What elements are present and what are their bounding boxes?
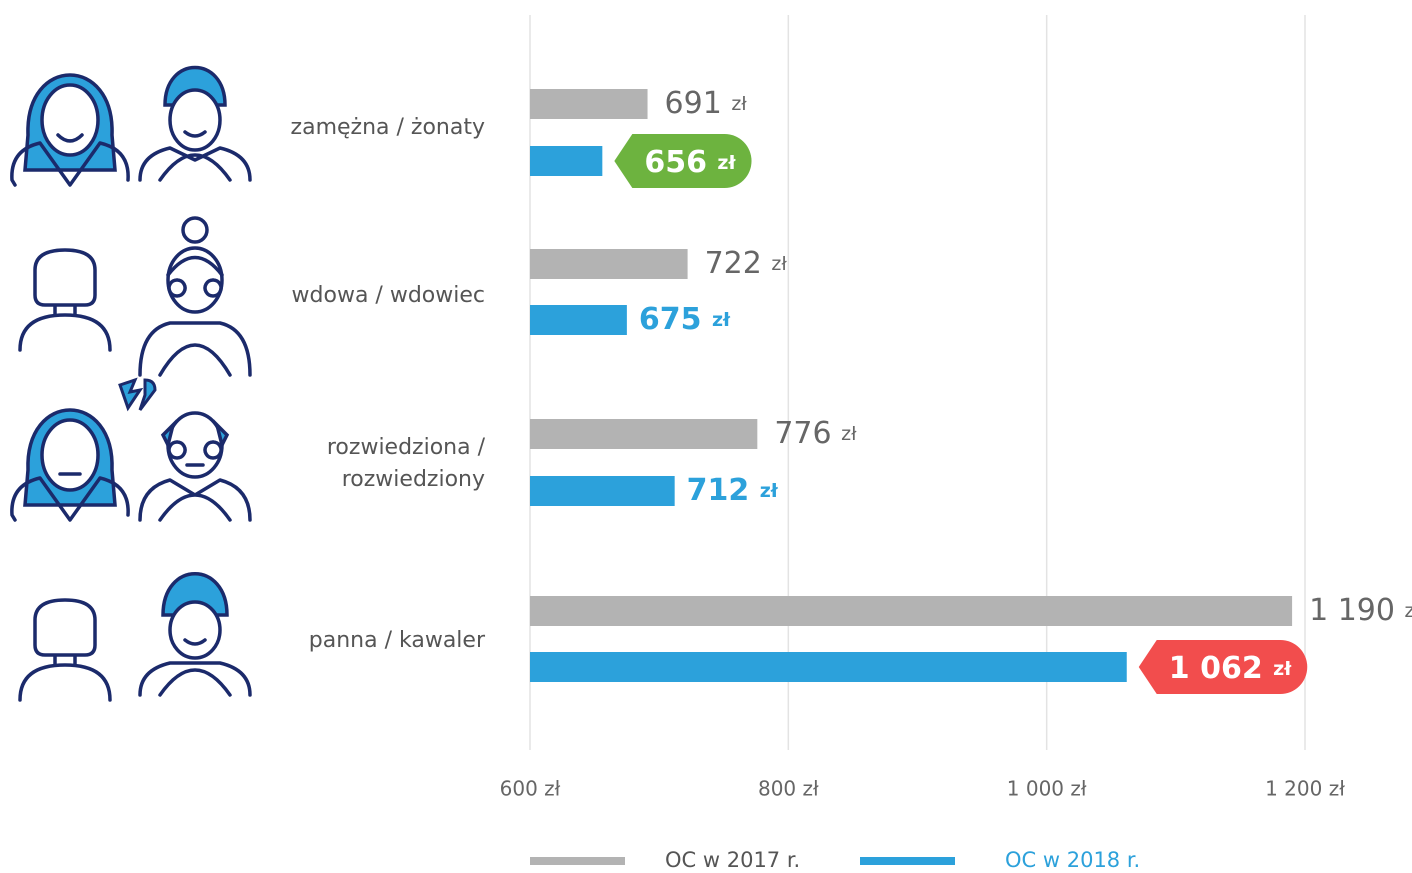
- x-tick-label: 800 zł: [758, 777, 819, 801]
- category-label: wdowa / wdowiec: [292, 283, 485, 308]
- x-tick-label: 1 000 zł: [1007, 777, 1087, 801]
- value-unit: zł: [731, 93, 747, 115]
- chart: 600 zł 800 zł 1 000 zł 1 200 zł zamężna / żo…: [0, 0, 1412, 873]
- bar: [530, 305, 627, 335]
- value-number: 712: [687, 473, 760, 508]
- legend-label: OC w 2017 r.: [665, 848, 800, 872]
- value-number: 1 062: [1169, 651, 1273, 686]
- bar: [530, 146, 602, 176]
- value-unit: zł: [760, 480, 779, 502]
- bar: [530, 596, 1292, 626]
- value-label: 722 zł: [705, 246, 788, 281]
- value-unit: zł: [712, 309, 731, 331]
- category-label: rozwiedziona / rozwiedziony: [327, 435, 486, 492]
- value-badge: 1 062 zł: [1139, 640, 1308, 694]
- category-label-line: rozwiedziony: [342, 467, 485, 492]
- value-number: 722: [705, 246, 772, 281]
- value-badge: 656 zł: [614, 134, 751, 188]
- value-unit: zł: [841, 423, 857, 445]
- legend-label: OC w 2018 r.: [1005, 848, 1140, 872]
- value-unit: zł: [717, 152, 736, 174]
- value-number: 1 190: [1309, 593, 1404, 628]
- value-number: 656: [644, 145, 717, 180]
- value-number: 691: [665, 86, 732, 121]
- value-unit: zł: [771, 253, 787, 275]
- value-label: 776 zł: [774, 416, 857, 451]
- bar: [530, 419, 757, 449]
- bar: [530, 476, 675, 506]
- value-label: 1 190 zł: [1309, 593, 1412, 628]
- value-label: 691 zł: [665, 86, 748, 121]
- category-label: zamężna / żonaty: [291, 115, 485, 140]
- value-number: 675: [639, 302, 712, 337]
- value-unit: zł: [1273, 658, 1292, 680]
- category-label-line: rozwiedziona /: [327, 435, 486, 460]
- bar: [530, 652, 1127, 682]
- icons: [12, 68, 250, 701]
- value-label: 675 zł: [639, 302, 731, 337]
- value-unit: zł: [1405, 600, 1412, 622]
- value-number: 776: [774, 416, 841, 451]
- bar: [530, 89, 648, 119]
- category-label: panna / kawaler: [309, 628, 486, 653]
- bar: [530, 249, 688, 279]
- x-tick-label: 1 200 zł: [1265, 777, 1345, 801]
- x-tick-label: 600 zł: [500, 777, 561, 801]
- value-label: 712 zł: [687, 473, 779, 508]
